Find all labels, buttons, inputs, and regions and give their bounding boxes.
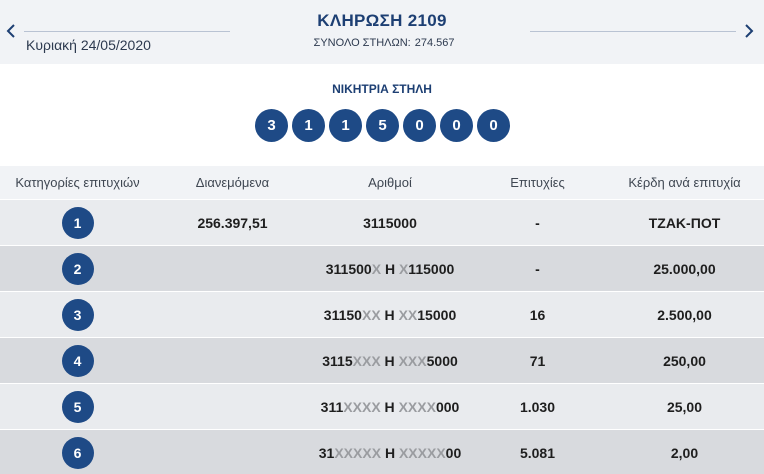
draw-title: ΚΛΗΡΩΣΗ 2109 xyxy=(317,11,447,30)
winning-number-balls: 3 1 1 5 0 0 0 xyxy=(255,109,510,142)
winning-digit-ball: 0 xyxy=(403,109,436,142)
previous-draw-button[interactable] xyxy=(2,20,20,42)
category-badge: 4 xyxy=(61,344,94,377)
header-divider-right xyxy=(530,31,736,32)
winning-digit-ball: 5 xyxy=(366,109,399,142)
numbers-pattern: 3115000 xyxy=(363,214,417,231)
prize-amount: 25,00 xyxy=(666,398,703,415)
chevron-right-icon xyxy=(745,24,754,38)
prize-amount: 250,00 xyxy=(663,352,706,369)
table-header: Κατηγορίες επιτυχιών Διανεμόμενα Αριθμοί… xyxy=(0,166,764,199)
winners-count: 1.030 xyxy=(519,398,556,415)
winning-column-title: ΝΙΚΗΤΡΙΑ ΣΤΗΛΗ xyxy=(332,82,432,96)
table-row: 5 311XXXX Η XXXX000 1.030 25,00 xyxy=(0,383,764,429)
total-columns-value: 274.567 xyxy=(414,37,455,49)
winning-digit-ball: 1 xyxy=(292,109,325,142)
draw-header: Κυριακή 24/05/2020 ΚΛΗΡΩΣΗ 2109 ΣΥΝΟΛΟ Σ… xyxy=(0,0,764,64)
header-winners: Επιτυχίες xyxy=(510,175,565,190)
prize-amount: 2,00 xyxy=(670,444,699,461)
numbers-pattern: 311XXXX Η XXXX000 xyxy=(320,398,460,415)
chevron-left-icon xyxy=(6,24,15,38)
prize-amount: 2.500,00 xyxy=(657,306,712,323)
winning-digit-ball: 3 xyxy=(255,109,288,142)
header-numbers: Αριθμοί xyxy=(368,175,412,190)
next-draw-button[interactable] xyxy=(740,20,758,42)
numbers-pattern: 3115XXX Η XXX5000 xyxy=(322,352,458,369)
prize-amount: 25.000,00 xyxy=(653,260,716,277)
header-prize-per-winner: Κέρδη ανά επιτυχία xyxy=(628,175,741,190)
winning-digit-ball: 0 xyxy=(440,109,473,142)
draw-date: Κυριακή 24/05/2020 xyxy=(26,37,151,53)
numbers-pattern: 31XXXXX Η XXXXX00 xyxy=(318,444,462,461)
winners-count: - xyxy=(535,214,540,231)
category-badge: 2 xyxy=(61,252,94,285)
total-columns: ΣΥΝΟΛΟ ΣΤΗΛΩΝ: 274.567 xyxy=(0,37,764,49)
table-row: 4 3115XXX Η XXX5000 71 250,00 xyxy=(0,337,764,383)
distributed-amount: 256.397,51 xyxy=(197,214,268,231)
table-row: 1 256.397,51 3115000 - ΤΖΑΚ-ΠΟΤ xyxy=(0,199,764,245)
category-badge: 6 xyxy=(61,436,94,469)
header-categories: Κατηγορίες επιτυχιών xyxy=(15,175,140,190)
winning-digit-ball: 1 xyxy=(329,109,362,142)
header-distributed: Διανεμόμενα xyxy=(195,175,270,190)
prize-amount: ΤΖΑΚ-ΠΟΤ xyxy=(648,214,721,231)
total-columns-label: ΣΥΝΟΛΟ ΣΤΗΛΩΝ: xyxy=(313,37,411,49)
winners-count: 16 xyxy=(529,306,546,323)
winners-count: - xyxy=(535,260,540,277)
table-row: 2 311500X Η X115000 - 25.000,00 xyxy=(0,245,764,291)
winning-digit-ball: 0 xyxy=(477,109,510,142)
winners-count: 71 xyxy=(529,352,546,369)
prize-categories-table: Κατηγορίες επιτυχιών Διανεμόμενα Αριθμοί… xyxy=(0,166,764,474)
table-row: 3 31150XX Η XX15000 16 2.500,00 xyxy=(0,291,764,337)
table-row: 6 31XXXXX Η XXXXX00 5.081 2,00 xyxy=(0,429,764,474)
header-divider-left xyxy=(24,31,230,32)
winners-count: 5.081 xyxy=(519,444,556,461)
category-badge: 3 xyxy=(61,298,94,331)
numbers-pattern: 31150XX Η XX15000 xyxy=(323,306,457,323)
category-badge: 5 xyxy=(61,390,94,423)
numbers-pattern: 311500X Η X115000 xyxy=(325,260,455,277)
category-badge: 1 xyxy=(61,206,94,239)
